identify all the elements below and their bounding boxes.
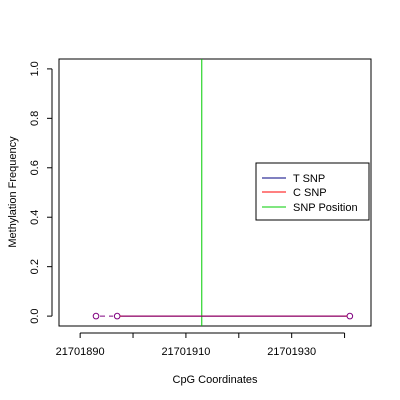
x-axis-title: CpG Coordinates — [173, 374, 258, 386]
data-point — [92, 312, 100, 320]
y-tick-label: 0.2 — [29, 259, 41, 274]
data-point — [113, 312, 121, 320]
x-tick-label: 21701930 — [267, 346, 316, 358]
x-tick-label: 21701910 — [161, 346, 210, 358]
y-tick-label: 0.4 — [29, 210, 41, 225]
plot-layer — [92, 59, 354, 326]
legend: T SNP C SNP SNP Position — [255, 162, 370, 221]
legend-label-t-snp: T SNP — [293, 173, 325, 185]
legend-label-c-snp: C SNP — [293, 187, 327, 199]
x-axis: 21701890 21701910 21701930 — [56, 332, 346, 358]
y-tick-label: 0.6 — [29, 160, 41, 175]
x-tick-label: 21701890 — [56, 346, 105, 358]
y-tick-label: 0.0 — [29, 308, 41, 323]
y-axis: 0.0 0.2 0.4 0.6 0.8 1.0 — [29, 61, 53, 324]
y-tick-label: 0.8 — [29, 111, 41, 126]
data-point — [346, 312, 354, 320]
y-tick-label: 1.0 — [29, 61, 41, 76]
y-axis-title: Methylation Frequency — [7, 136, 19, 248]
legend-label-snp-position: SNP Position — [293, 202, 358, 214]
plot-frame — [58, 58, 372, 327]
